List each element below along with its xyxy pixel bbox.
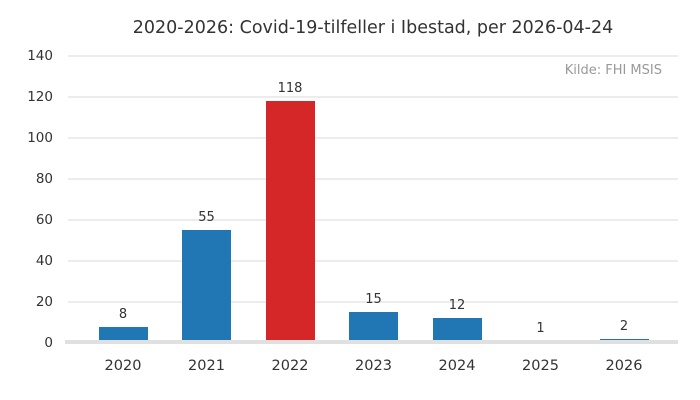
bar-2024: [432, 318, 482, 343]
y-axis-tick-label: 20: [35, 294, 53, 310]
gridline-y80: [68, 178, 678, 180]
y-axis-tick-label: 0: [44, 335, 53, 351]
x-axis-tick-label: 2024: [438, 358, 476, 374]
bar-value-label: 15: [365, 292, 382, 308]
x-axis-tick-label: 2025: [522, 358, 559, 374]
bar-value-label: 2: [619, 318, 629, 334]
source-annotation: Kilde: FHI MSIS: [564, 63, 662, 78]
x-axis-baseline: [65, 340, 678, 344]
bar-2021: [182, 230, 231, 343]
bar-2020: [98, 326, 148, 343]
x-axis-tick-label: 2020: [104, 358, 142, 374]
gridline-y100: [68, 137, 678, 139]
y-axis-tick-label: 100: [27, 130, 53, 146]
y-axis-tick-label: 80: [35, 171, 53, 187]
gridline-y120: [68, 96, 678, 98]
x-axis-tick-label: 2021: [188, 358, 225, 374]
bar-value-label: 118: [277, 81, 303, 97]
bar-2023: [349, 312, 398, 343]
y-axis-tick-label: 140: [27, 48, 53, 64]
y-axis-tick-label: 120: [27, 89, 53, 105]
y-axis-tick-label: 40: [35, 253, 53, 269]
bar-value-label: 8: [118, 306, 128, 322]
gridline-y140: [68, 55, 678, 57]
y-axis-tick-label: 60: [35, 212, 53, 228]
bar-value-label: 12: [448, 298, 466, 314]
gridline-y40: [68, 260, 678, 262]
x-axis-tick-label: 2022: [271, 358, 309, 374]
bar-value-label: 1: [536, 320, 545, 336]
bar-value-label: 55: [198, 210, 215, 226]
x-axis-tick-label: 2023: [355, 358, 392, 374]
x-axis-tick-label: 2026: [605, 358, 643, 374]
bar-2022: [265, 101, 315, 343]
gridline-y60: [68, 219, 678, 221]
gridline-y20: [68, 301, 678, 303]
chart-title: 2020-2026: Covid-19-tilfeller i Ibestad,…: [132, 18, 614, 38]
